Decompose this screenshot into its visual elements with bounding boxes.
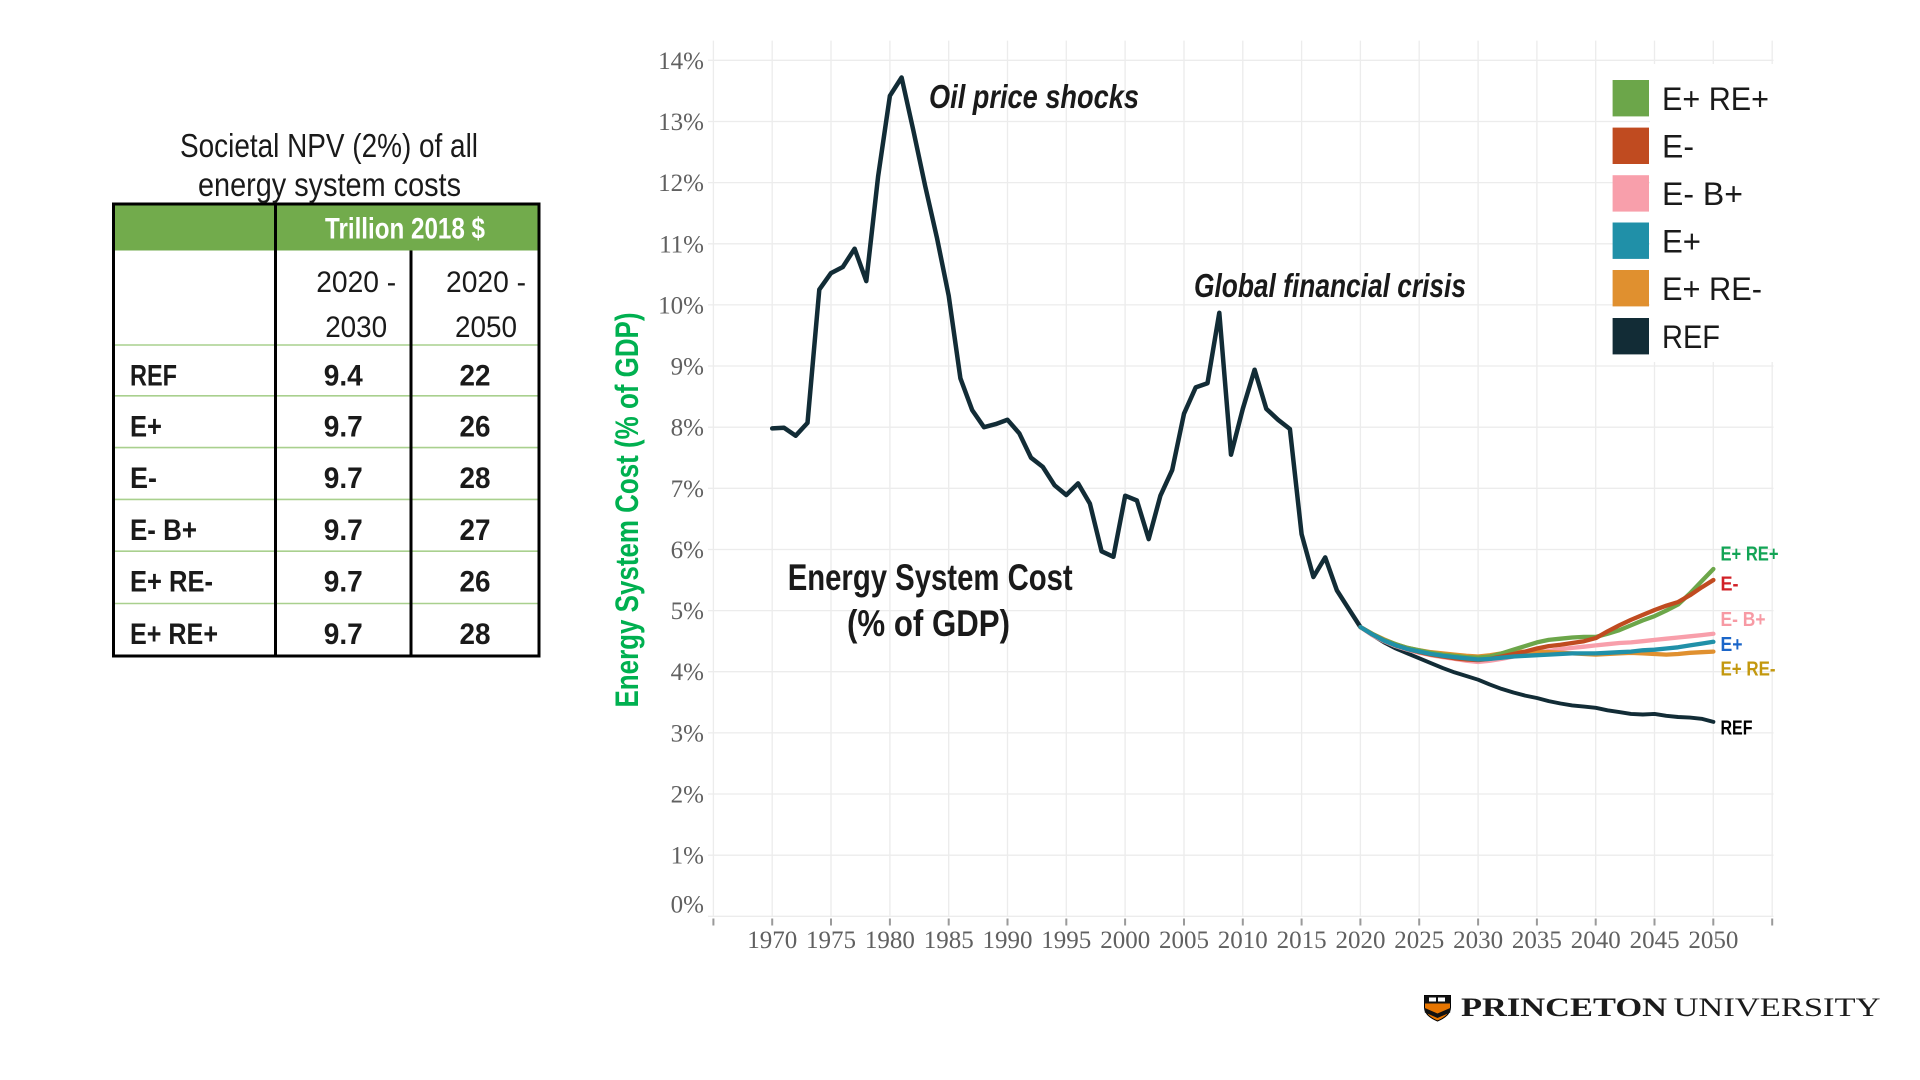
svg-text:REF: REF [130, 360, 177, 393]
svg-text:E+: E+ [130, 410, 162, 443]
svg-text:11%: 11% [659, 231, 704, 258]
svg-text:E-: E- [1721, 574, 1739, 596]
svg-text:2030: 2030 [325, 311, 387, 344]
svg-text:Energy System Cost (% of GDP): Energy System Cost (% of GDP) [609, 313, 645, 708]
svg-text:26: 26 [460, 410, 491, 443]
svg-text:14%: 14% [658, 48, 704, 75]
svg-text:E-: E- [130, 462, 157, 495]
svg-text:REF: REF [1662, 319, 1720, 355]
svg-text:2%: 2% [671, 782, 704, 809]
svg-text:2000: 2000 [1100, 927, 1150, 954]
svg-text:9.7: 9.7 [324, 618, 363, 651]
svg-text:E+ RE-: E+ RE- [130, 566, 213, 599]
svg-text:E+ RE-: E+ RE- [1662, 271, 1762, 307]
svg-text:1980: 1980 [865, 927, 915, 954]
svg-text:13%: 13% [658, 109, 704, 136]
svg-text:E- B+: E- B+ [1662, 176, 1743, 212]
svg-text:2050: 2050 [455, 311, 517, 344]
svg-text:8%: 8% [671, 415, 704, 442]
svg-text:1990: 1990 [983, 927, 1033, 954]
svg-text:1975: 1975 [806, 927, 856, 954]
svg-text:PRINCETON: PRINCETON [1461, 993, 1667, 1022]
svg-text:E+: E+ [1721, 634, 1743, 656]
svg-text:26: 26 [460, 566, 491, 599]
svg-text:Trillion 2018 $: Trillion 2018 $ [325, 213, 485, 246]
svg-text:Oil price shocks: Oil price shocks [929, 78, 1139, 115]
svg-text:2025: 2025 [1394, 927, 1444, 954]
svg-text:12%: 12% [658, 170, 704, 197]
svg-text:E+ RE+: E+ RE+ [130, 618, 218, 651]
svg-text:6%: 6% [671, 537, 704, 564]
svg-text:2005: 2005 [1159, 927, 1209, 954]
svg-text:2020: 2020 [1336, 927, 1386, 954]
svg-text:Energy System Cost: Energy System Cost [788, 557, 1073, 598]
svg-text:Global financial crisis: Global financial crisis [1194, 267, 1466, 304]
svg-text:1%: 1% [671, 843, 704, 870]
svg-text:22: 22 [460, 360, 491, 393]
svg-text:1985: 1985 [924, 927, 974, 954]
svg-text:REF: REF [1721, 718, 1753, 740]
svg-text:28: 28 [460, 462, 491, 495]
svg-text:9%: 9% [671, 354, 704, 381]
svg-text:0%: 0% [671, 891, 704, 918]
svg-text:E+ RE+: E+ RE+ [1662, 81, 1769, 117]
svg-text:2015: 2015 [1277, 927, 1327, 954]
svg-text:9.7: 9.7 [324, 462, 363, 495]
svg-text:9.7: 9.7 [324, 410, 363, 443]
svg-text:9.4: 9.4 [324, 360, 363, 393]
svg-text:energy system costs: energy system costs [198, 166, 461, 203]
svg-text:Societal NPV (2%) of all: Societal NPV (2%) of all [180, 127, 478, 164]
svg-text:2035: 2035 [1512, 927, 1562, 954]
svg-text:5%: 5% [671, 598, 704, 625]
svg-text:E+ RE+: E+ RE+ [1721, 544, 1779, 566]
svg-text:4%: 4% [671, 659, 704, 686]
svg-text:2020 -: 2020 - [446, 266, 526, 299]
svg-text:UNIVERSITY: UNIVERSITY [1674, 993, 1881, 1022]
svg-text:2050: 2050 [1688, 927, 1738, 954]
svg-text:E+: E+ [1662, 224, 1701, 260]
svg-text:2010: 2010 [1218, 927, 1268, 954]
svg-text:2030: 2030 [1453, 927, 1503, 954]
svg-text:2040: 2040 [1571, 927, 1621, 954]
svg-text:2045: 2045 [1630, 927, 1680, 954]
svg-text:3%: 3% [671, 720, 704, 747]
svg-text:(% of GDP): (% of GDP) [847, 603, 1010, 644]
svg-text:E- B+: E- B+ [130, 514, 197, 547]
svg-text:E-: E- [1662, 129, 1694, 165]
svg-text:10%: 10% [658, 292, 704, 319]
svg-text:2020 -: 2020 - [316, 266, 396, 299]
svg-text:9.7: 9.7 [324, 566, 363, 599]
svg-text:28: 28 [460, 618, 491, 651]
svg-text:27: 27 [460, 514, 491, 547]
svg-text:E- B+: E- B+ [1721, 609, 1766, 631]
svg-text:E+ RE-: E+ RE- [1721, 659, 1776, 681]
svg-text:9.7: 9.7 [324, 514, 363, 547]
svg-text:7%: 7% [671, 476, 704, 503]
svg-text:1995: 1995 [1041, 927, 1091, 954]
svg-text:1970: 1970 [747, 927, 797, 954]
